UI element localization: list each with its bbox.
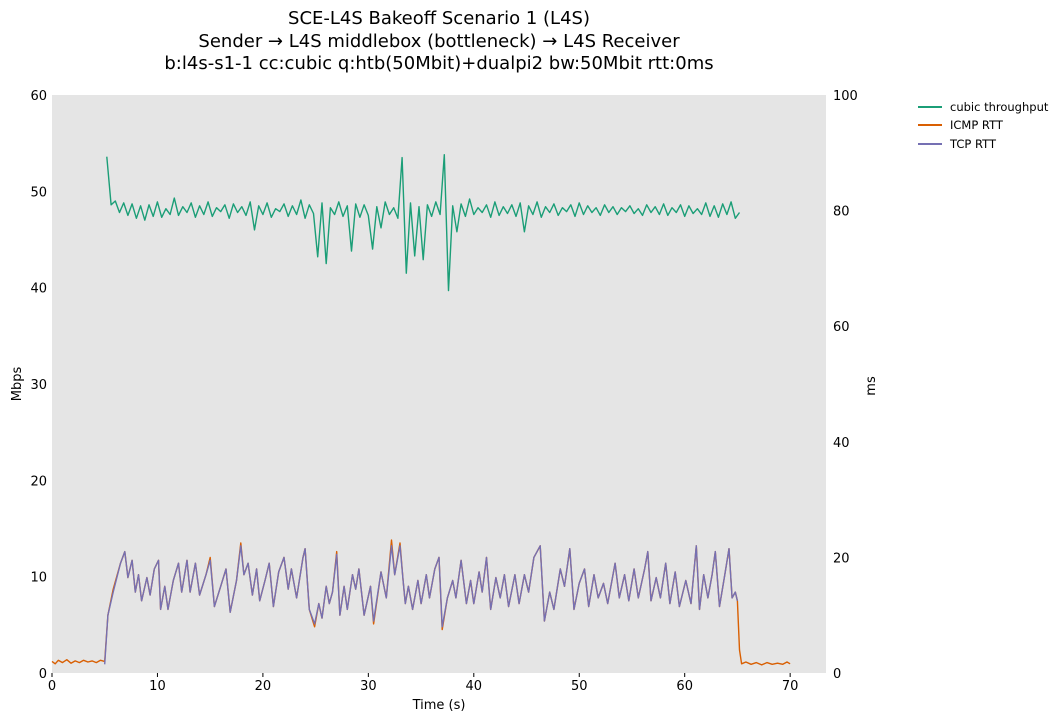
chart-title-line-1: SCE-L4S Bakeoff Scenario 1 (L4S) (288, 8, 590, 29)
chart-title-line-3: b:l4s-s1-1 cc:cubic q:htb(50Mbit)+dualpi… (164, 53, 714, 74)
legend-item-icmp-rtt: ICMP RTT (918, 118, 1003, 132)
y-tick-label: 10 (30, 571, 47, 586)
y2-tick-label: 80 (833, 205, 850, 220)
y2-tick-label: 0 (833, 667, 841, 682)
y-tick-label: 30 (30, 378, 47, 393)
x-tick-label: 50 (571, 679, 588, 694)
x-tick-label: 10 (149, 679, 166, 694)
y2-tick-label: 20 (833, 551, 850, 566)
y-tick-label: 40 (30, 282, 47, 297)
x-tick-label: 30 (360, 679, 377, 694)
series-line-cubic-throughput (106, 153, 741, 292)
legend-swatch-tcp-rtt (918, 143, 942, 145)
y-tick-label: 50 (30, 185, 47, 200)
y2-axis-label: ms (864, 376, 879, 396)
x-tick-label: 40 (466, 679, 483, 694)
x-tick-label: 60 (676, 679, 693, 694)
y-tick-label: 0 (39, 667, 47, 682)
legend-swatch-throughput (918, 106, 942, 108)
legend-swatch-icmp-rtt (918, 124, 942, 126)
y-tick-label: 60 (30, 89, 47, 104)
y2-tick-label: 60 (833, 320, 850, 335)
x-tick-label: 70 (782, 679, 799, 694)
series-line-tcp-rtt (104, 545, 739, 665)
plot-background (52, 95, 826, 673)
y-axis-label: Mbps (10, 367, 25, 402)
chart-title-line-2: Sender → L4S middlebox (bottleneck) → L4… (198, 31, 680, 52)
legend-label: TCP RTT (950, 137, 996, 151)
legend-item-throughput: cubic throughput (918, 100, 1048, 114)
x-tick-label: 0 (48, 679, 56, 694)
x-axis-label: Time (s) (412, 698, 466, 713)
legend-item-tcp-rtt: TCP RTT (918, 137, 996, 151)
legend-label: cubic throughput (950, 100, 1049, 114)
legend-label: ICMP RTT (950, 118, 1003, 132)
x-tick-label: 20 (255, 679, 272, 694)
y2-tick-label: 40 (833, 436, 850, 451)
y2-tick-label: 100 (833, 89, 858, 104)
y-tick-label: 20 (30, 474, 47, 489)
